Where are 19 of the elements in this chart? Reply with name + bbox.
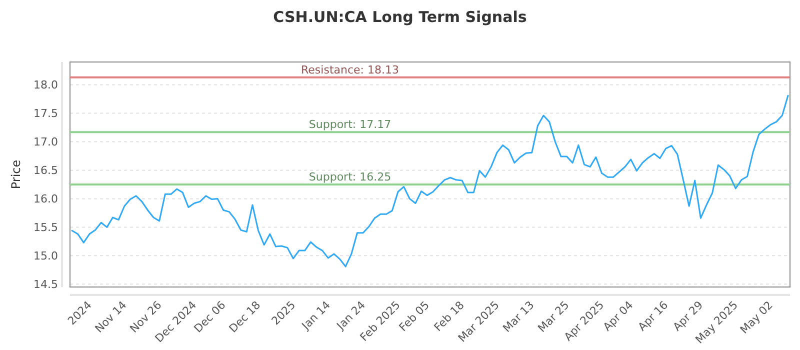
x-tick-label: Mar 13: [500, 298, 537, 335]
y-tick-label: 15.0: [34, 250, 58, 263]
ref-line-label: Support: 17.17: [308, 118, 392, 132]
ref-line-label: Support: 16.25: [308, 170, 392, 184]
y-axis-title: Price: [9, 160, 23, 190]
x-tick-label: Nov 14: [92, 298, 130, 336]
chart-title: CSH.UN:CA Long Term Signals: [273, 8, 527, 26]
x-tick-label: Jan 14: [298, 298, 333, 333]
x-tick-label: Apr 16: [636, 298, 671, 334]
y-tick-label: 14.5: [34, 278, 58, 291]
y-tick-label: 16.5: [34, 164, 58, 178]
line-series: [71, 94, 789, 268]
ref-line-label: Resistance: 18.13: [301, 63, 399, 76]
y-tick-label: 16.0: [34, 192, 58, 206]
x-tick-label: Dec 18: [226, 298, 264, 336]
y-tick-label: 17.5: [34, 107, 58, 120]
y-tick-label: 18.0: [34, 78, 58, 92]
y-tick-label: 17.0: [34, 136, 58, 149]
y-tick-label: 15.5: [34, 221, 58, 234]
